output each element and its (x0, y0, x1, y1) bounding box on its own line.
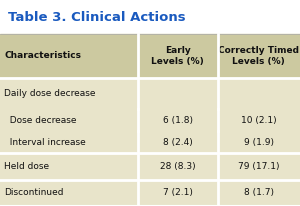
Text: Discontinued: Discontinued (4, 188, 64, 197)
Text: Table 3. Clinical Actions: Table 3. Clinical Actions (8, 11, 185, 23)
Text: Held dose: Held dose (4, 162, 50, 171)
Text: 9 (1.9): 9 (1.9) (244, 138, 274, 147)
Text: Daily dose decrease: Daily dose decrease (4, 89, 96, 98)
Bar (0, 153, 300, 180)
Bar (0, 78, 300, 109)
Text: 7 (2.1): 7 (2.1) (163, 188, 193, 197)
Text: 8 (1.7): 8 (1.7) (244, 188, 274, 197)
Bar (0, 131, 300, 153)
Text: 8 (2.4): 8 (2.4) (163, 138, 193, 147)
Bar (0, 109, 300, 131)
Text: 79 (17.1): 79 (17.1) (238, 162, 280, 171)
Bar (0, 0, 300, 34)
Text: Characteristics: Characteristics (4, 52, 82, 61)
Text: Interval increase: Interval increase (4, 138, 86, 147)
Text: 6 (1.8): 6 (1.8) (163, 116, 193, 125)
Text: 28 (8.3): 28 (8.3) (160, 162, 196, 171)
Text: Dose decrease: Dose decrease (4, 116, 77, 125)
Text: Correctly Timed
Levels (%): Correctly Timed Levels (%) (218, 46, 299, 66)
Bar (0, 34, 300, 78)
Bar (0, 180, 300, 206)
Text: Early
Levels (%): Early Levels (%) (152, 46, 204, 66)
Text: 10 (2.1): 10 (2.1) (241, 116, 277, 125)
